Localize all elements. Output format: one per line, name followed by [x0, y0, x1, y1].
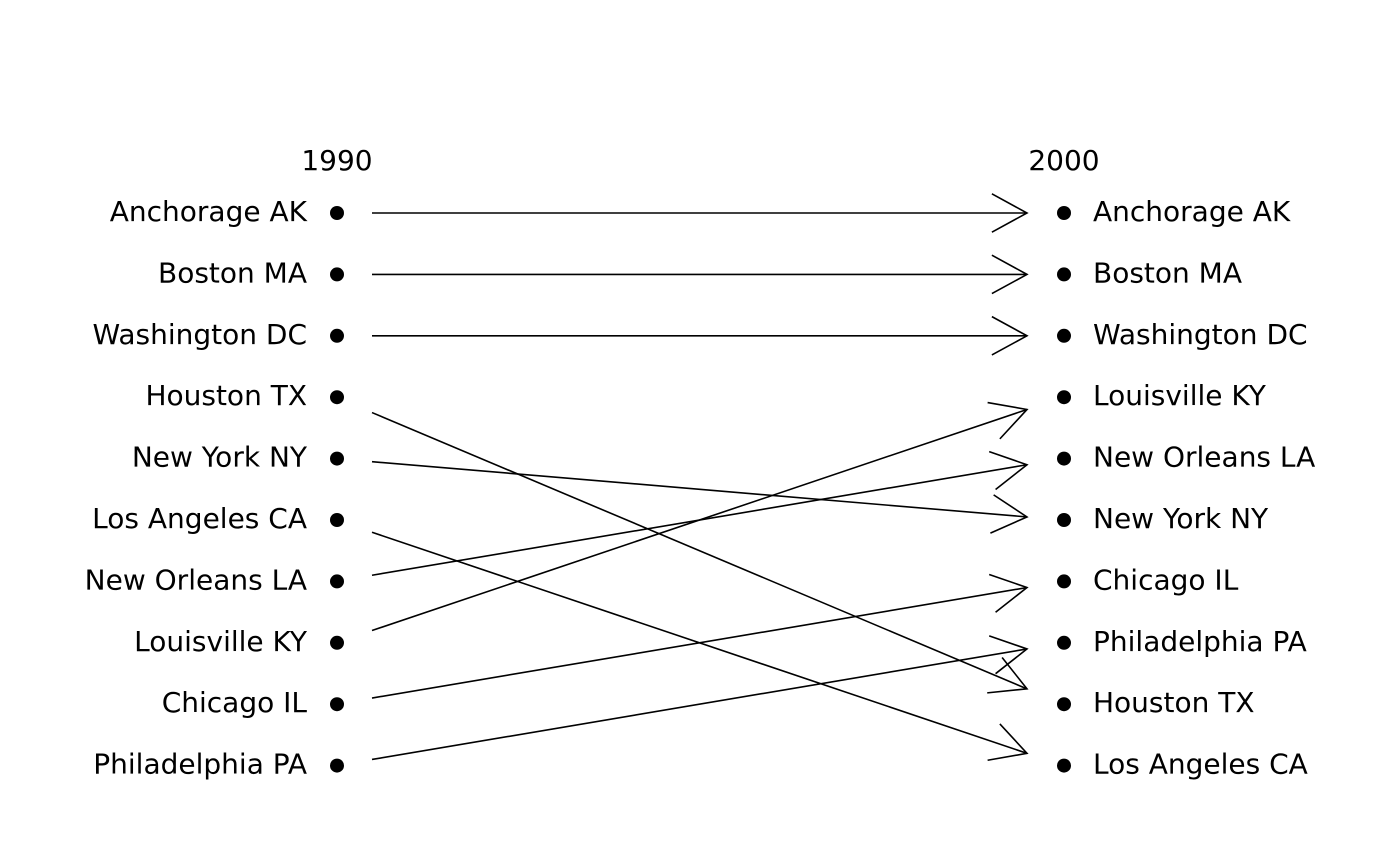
column-heading: 2000 [1028, 144, 1099, 177]
right-label: Boston MA [1093, 256, 1242, 289]
right-dot [1057, 328, 1071, 343]
left-dot [330, 328, 344, 343]
right-dot [1057, 574, 1071, 589]
right-dot [1057, 206, 1071, 220]
arrow-head [987, 723, 1029, 762]
arrow-head [987, 657, 1029, 694]
right-label: Anchorage AK [1093, 195, 1291, 228]
left-label: Washington DC [92, 318, 307, 351]
arrow-head [991, 254, 1029, 295]
right-dot [1057, 758, 1071, 773]
left-label: Boston MA [158, 256, 307, 289]
right-label: Los Angeles CA [1093, 748, 1308, 781]
arrow-line [371, 460, 1028, 518]
left-label: New York NY [132, 441, 308, 474]
left-dot [330, 390, 344, 405]
arrow-head [988, 450, 1029, 491]
right-label: New York NY [1093, 502, 1269, 535]
left-dot [330, 267, 344, 282]
left-label: Philadelphia PA [93, 748, 307, 781]
right-dot [1057, 635, 1071, 650]
right-dot [1057, 267, 1071, 282]
right-dot [1057, 697, 1071, 712]
left-label: Chicago IL [162, 686, 308, 719]
right-label: New Orleans LA [1093, 441, 1315, 474]
left-dot [330, 574, 344, 589]
arrow-head [988, 635, 1029, 675]
left-label: Houston TX [145, 379, 307, 412]
right-label: Houston TX [1093, 686, 1255, 719]
left-label: New Orleans LA [85, 563, 307, 596]
left-dot [330, 697, 344, 712]
left-dot [330, 635, 344, 650]
arrow-line [371, 586, 1028, 699]
arrow-line [371, 408, 1028, 632]
right-label: Washington DC [1093, 318, 1308, 351]
left-label: Louisville KY [134, 625, 308, 658]
arrow-head [988, 573, 1029, 613]
left-dot [330, 513, 344, 527]
column-heading: 1990 [301, 144, 372, 177]
left-dot [330, 451, 344, 466]
left-dot [330, 758, 344, 773]
right-label: Louisville KY [1093, 379, 1267, 412]
left-dot [330, 206, 344, 220]
arrow-line [371, 648, 1028, 761]
arrow-head [991, 193, 1029, 233]
right-dot [1057, 513, 1071, 527]
right-dot [1057, 390, 1071, 405]
left-label: Anchorage AK [110, 195, 308, 228]
left-label: Los Angeles CA [92, 502, 307, 535]
right-dot [1057, 451, 1071, 466]
arrow-head [990, 494, 1029, 534]
arrow-line [371, 411, 1028, 690]
arrow-head [987, 401, 1029, 440]
arrow-head [991, 315, 1029, 356]
right-label: Chicago IL [1093, 563, 1239, 596]
right-label: Philadelphia PA [1093, 625, 1307, 658]
